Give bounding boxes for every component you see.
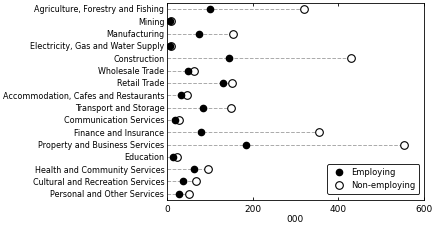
X-axis label: 000: 000 — [286, 215, 303, 224]
Legend: Employing, Non-employing: Employing, Non-employing — [326, 164, 418, 194]
